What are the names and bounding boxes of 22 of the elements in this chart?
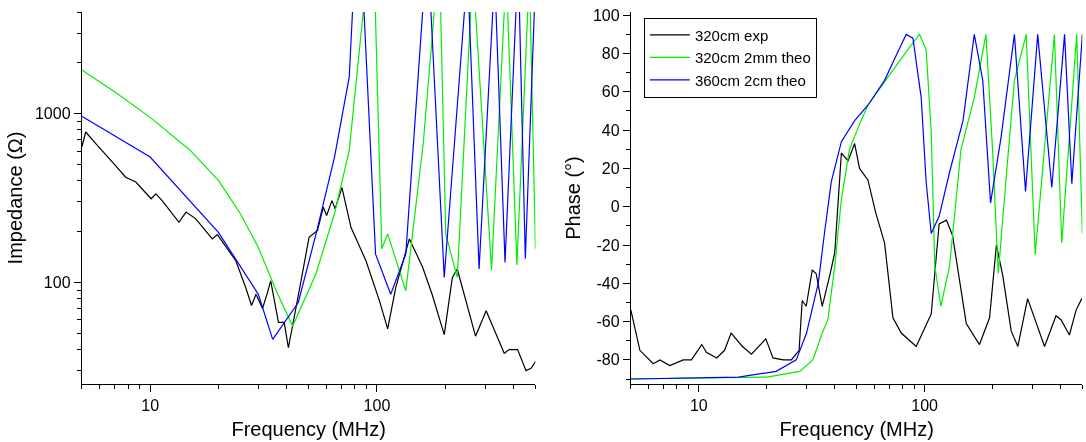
y-tick-label: 80: [601, 45, 620, 63]
y-tick-label: 60: [601, 83, 620, 101]
y-tick-label: 100: [592, 6, 620, 24]
x-tick-label: 100: [911, 397, 939, 415]
y-tick-label: -20: [596, 236, 620, 254]
legend-label: 360cm 2cm theo: [694, 71, 806, 89]
y-tick-label: -60: [596, 313, 620, 331]
y-axis-title: Impedance (Ω): [4, 131, 27, 265]
x-tick-label: 10: [689, 397, 708, 415]
y-axis-title: Phase (°): [562, 156, 585, 240]
x-tick-label: 100: [363, 397, 391, 415]
y-tick-label: -80: [596, 351, 620, 369]
x-tick-label: 10: [141, 397, 160, 415]
legend-label: 320cm 2mm theo: [694, 49, 811, 67]
y-tick-label: 40: [601, 121, 620, 139]
y-tick-label: 1000: [34, 105, 71, 123]
legend-label: 320cm exp: [694, 26, 769, 44]
x-axis-title: Frequency (MHz): [779, 417, 934, 440]
y-tick-label: -40: [596, 274, 620, 292]
y-tick-label: 0: [610, 198, 620, 216]
y-tick-label: 20: [601, 160, 620, 178]
x-axis-title: Frequency (MHz): [231, 417, 386, 440]
